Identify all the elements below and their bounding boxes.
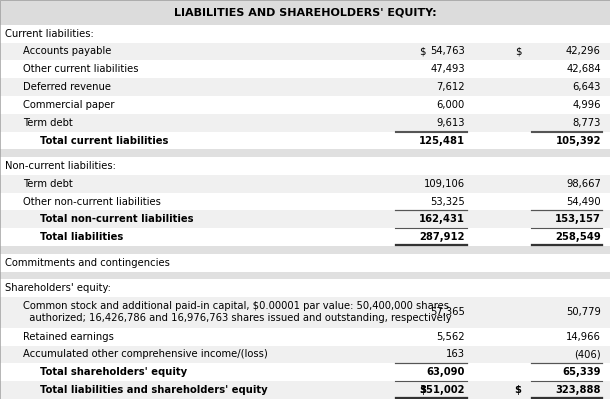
Text: 53,325: 53,325 [430, 197, 465, 207]
Bar [0, 297, 610, 328]
Bar [0, 25, 610, 43]
Bar [0, 175, 610, 193]
Text: 8,773: 8,773 [572, 118, 601, 128]
Text: Deferred revenue: Deferred revenue [23, 82, 111, 92]
Text: 153,157: 153,157 [555, 214, 601, 224]
Text: Shareholders' equity:: Shareholders' equity: [5, 283, 111, 293]
Text: 7,612: 7,612 [436, 82, 465, 92]
Text: 6,000: 6,000 [437, 100, 465, 110]
Text: 47,493: 47,493 [430, 64, 465, 74]
Bar [0, 193, 610, 211]
Bar [0, 0, 610, 25]
Text: Total non-current liabilities: Total non-current liabilities [40, 214, 193, 224]
Text: Total current liabilities: Total current liabilities [40, 136, 168, 146]
Bar [0, 328, 610, 346]
Text: 65,339: 65,339 [562, 367, 601, 377]
Text: 323,888: 323,888 [555, 385, 601, 395]
Text: Other non-current liabilities: Other non-current liabilities [23, 197, 161, 207]
Text: 163: 163 [446, 350, 465, 359]
Text: $: $ [515, 385, 522, 395]
Bar [0, 346, 610, 363]
Text: 162,431: 162,431 [419, 214, 465, 224]
Text: 9,613: 9,613 [436, 118, 465, 128]
Text: 57,365: 57,365 [430, 307, 465, 317]
Bar [0, 246, 610, 254]
Text: 63,090: 63,090 [426, 367, 465, 377]
Text: $: $ [515, 46, 522, 57]
Text: Current liabilities:: Current liabilities: [5, 29, 93, 39]
Text: Common stock and additional paid-in capital, $0.00001 par value: 50,400,000 shar: Common stock and additional paid-in capi… [23, 302, 452, 323]
Bar [0, 78, 610, 96]
Text: Other current liabilities: Other current liabilities [23, 64, 138, 74]
Bar [0, 211, 610, 228]
Text: Non-current liabilities:: Non-current liabilities: [5, 161, 116, 171]
Text: $: $ [419, 385, 426, 395]
Bar [0, 132, 610, 150]
Text: Retained earnings: Retained earnings [23, 332, 114, 342]
Bar [0, 60, 610, 78]
Bar [0, 114, 610, 132]
Text: Accumulated other comprehensive income/(loss): Accumulated other comprehensive income/(… [23, 350, 268, 359]
Text: Total shareholders' equity: Total shareholders' equity [40, 367, 187, 377]
Text: Term debt: Term debt [23, 179, 73, 189]
Text: Accounts payable: Accounts payable [23, 46, 112, 57]
Bar [0, 279, 610, 297]
Bar [0, 254, 610, 271]
Text: 4,996: 4,996 [572, 100, 601, 110]
Text: 54,763: 54,763 [430, 46, 465, 57]
Text: Commitments and contingencies: Commitments and contingencies [5, 258, 170, 268]
Bar [0, 228, 610, 246]
Text: Commercial paper: Commercial paper [23, 100, 115, 110]
Bar [0, 381, 610, 399]
Text: 258,549: 258,549 [555, 232, 601, 242]
Text: 5,562: 5,562 [436, 332, 465, 342]
Text: 42,296: 42,296 [566, 46, 601, 57]
Text: 105,392: 105,392 [555, 136, 601, 146]
Text: 6,643: 6,643 [572, 82, 601, 92]
Text: 54,490: 54,490 [566, 197, 601, 207]
Text: Term debt: Term debt [23, 118, 73, 128]
Text: Total liabilities and shareholders' equity: Total liabilities and shareholders' equi… [40, 385, 267, 395]
Text: $: $ [419, 46, 426, 57]
Text: 98,667: 98,667 [566, 179, 601, 189]
Text: LIABILITIES AND SHAREHOLDERS' EQUITY:: LIABILITIES AND SHAREHOLDERS' EQUITY: [174, 7, 436, 18]
Bar [0, 157, 610, 175]
Text: Total liabilities: Total liabilities [40, 232, 123, 242]
Text: 351,002: 351,002 [419, 385, 465, 395]
Bar [0, 271, 610, 279]
Text: 14,966: 14,966 [566, 332, 601, 342]
Text: 50,779: 50,779 [566, 307, 601, 317]
Bar [0, 43, 610, 60]
Text: 125,481: 125,481 [418, 136, 465, 146]
Bar [0, 150, 610, 157]
Text: 42,684: 42,684 [566, 64, 601, 74]
Bar [0, 363, 610, 381]
Bar [0, 96, 610, 114]
Text: (406): (406) [574, 350, 601, 359]
Text: 287,912: 287,912 [419, 232, 465, 242]
Text: 109,106: 109,106 [424, 179, 465, 189]
